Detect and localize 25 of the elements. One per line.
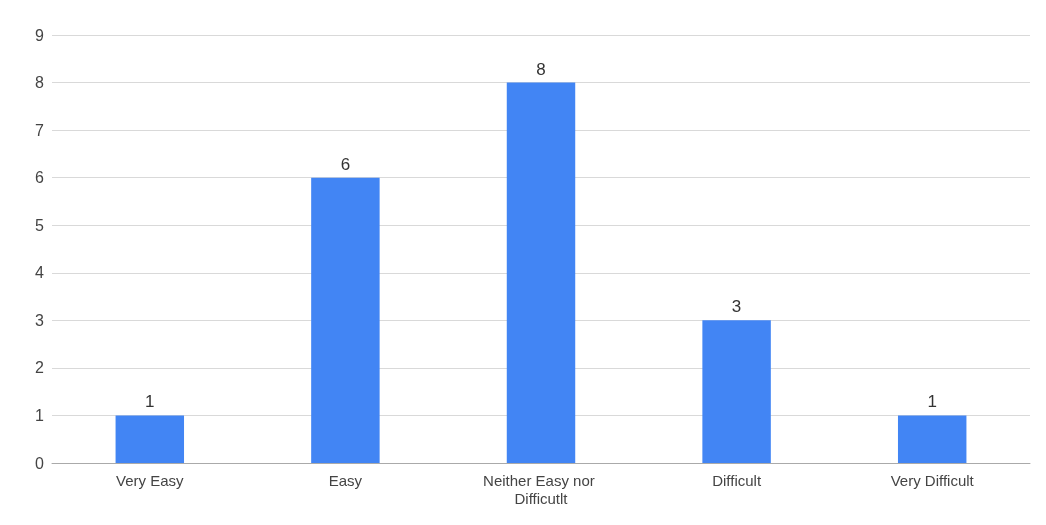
data-label: 3	[731, 297, 742, 317]
x-tick-label: Very Difficult	[890, 471, 975, 489]
y-tick-label: 2	[35, 359, 45, 377]
data-label: 1	[927, 392, 937, 412]
y-tick-label: 1	[35, 406, 45, 424]
bar	[506, 82, 576, 463]
y-tick-label: 8	[35, 74, 45, 92]
y-tick-label: 6	[35, 169, 45, 187]
x-tick-label: Difficult	[712, 471, 762, 489]
bar	[897, 415, 967, 463]
y-tick-label: 3	[35, 311, 45, 329]
y-tick-label: 0	[35, 454, 45, 472]
data-label: 6	[340, 154, 351, 174]
y-tick-label: 4	[35, 264, 45, 282]
x-tick-label: Very Easy	[116, 471, 185, 489]
bar	[311, 177, 380, 463]
y-tick-label: 7	[35, 121, 45, 139]
data-label: 1	[145, 392, 155, 412]
bar	[702, 320, 771, 463]
y-tick-label: 5	[35, 216, 45, 234]
x-tick-label: Neither Easy nor Difficutlt	[483, 471, 599, 507]
data-label: 8	[536, 59, 546, 79]
x-tick-label: Easy	[328, 471, 363, 489]
bar	[115, 415, 185, 463]
y-tick-label: 9	[35, 26, 45, 44]
